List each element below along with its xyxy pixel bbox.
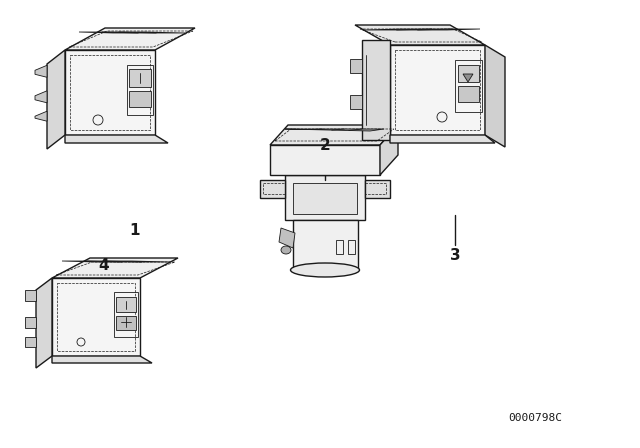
Polygon shape: [350, 59, 362, 73]
Polygon shape: [35, 111, 47, 121]
Polygon shape: [65, 135, 168, 143]
Polygon shape: [285, 129, 384, 131]
Polygon shape: [365, 180, 390, 198]
Polygon shape: [52, 356, 152, 363]
Polygon shape: [363, 29, 480, 30]
Polygon shape: [463, 74, 473, 82]
Text: 4: 4: [99, 258, 109, 272]
Polygon shape: [65, 28, 195, 50]
Polygon shape: [35, 65, 47, 78]
Text: 1: 1: [130, 223, 140, 237]
Bar: [348, 240, 355, 254]
Polygon shape: [390, 135, 495, 143]
Polygon shape: [52, 258, 178, 278]
Polygon shape: [270, 125, 398, 145]
Polygon shape: [485, 45, 505, 147]
Text: 2: 2: [319, 138, 330, 152]
Polygon shape: [36, 278, 52, 368]
Polygon shape: [35, 91, 47, 103]
Polygon shape: [355, 25, 485, 45]
Polygon shape: [390, 45, 485, 135]
Polygon shape: [25, 317, 36, 328]
Polygon shape: [279, 228, 295, 248]
Ellipse shape: [291, 263, 360, 277]
Polygon shape: [129, 69, 151, 87]
Polygon shape: [47, 50, 65, 149]
Polygon shape: [25, 290, 36, 301]
Polygon shape: [458, 86, 479, 102]
Bar: [336, 240, 343, 254]
Polygon shape: [458, 65, 479, 82]
Ellipse shape: [281, 246, 291, 254]
Polygon shape: [62, 261, 170, 262]
Polygon shape: [350, 95, 362, 108]
Polygon shape: [116, 297, 136, 312]
Polygon shape: [293, 220, 358, 270]
Polygon shape: [270, 145, 380, 175]
Polygon shape: [380, 125, 398, 175]
Polygon shape: [65, 50, 155, 135]
Polygon shape: [129, 91, 151, 107]
Polygon shape: [362, 40, 390, 140]
Text: 3: 3: [450, 247, 460, 263]
Polygon shape: [25, 336, 36, 346]
Polygon shape: [293, 183, 357, 214]
Polygon shape: [79, 32, 185, 33]
Text: 0000798C: 0000798C: [508, 413, 562, 423]
Polygon shape: [285, 175, 365, 220]
Polygon shape: [260, 180, 285, 198]
Polygon shape: [52, 278, 140, 356]
Polygon shape: [116, 316, 136, 330]
